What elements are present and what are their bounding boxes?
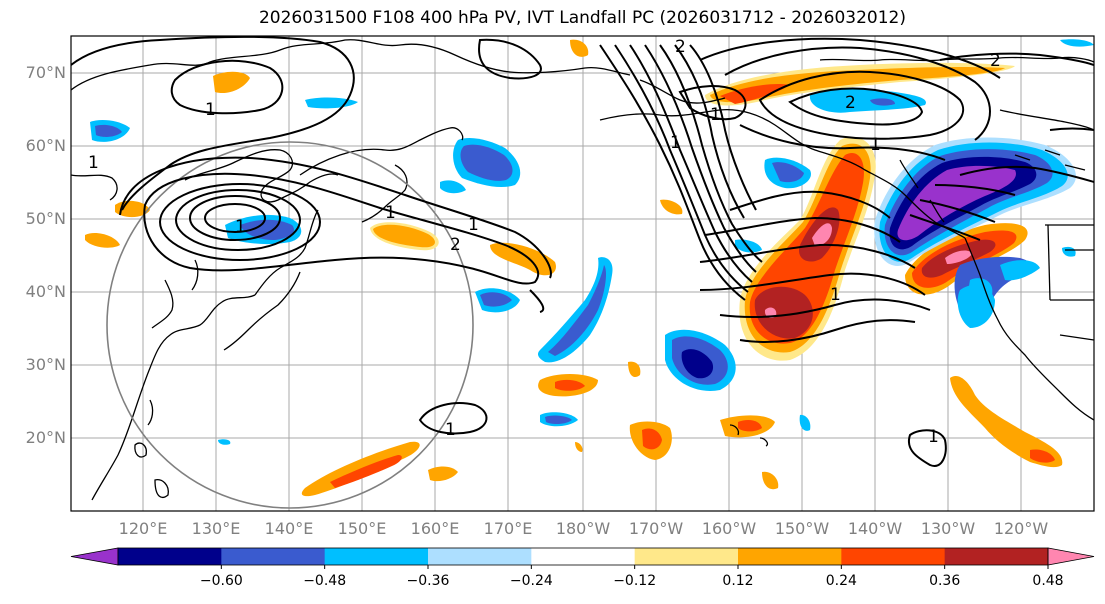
lat-label: 40°N [26, 282, 66, 301]
contour-labels: 1 1 1 1 2 2 2 2 1 1 1 1 1 1 1 [88, 37, 1001, 447]
contour-label: 2 [990, 51, 1001, 71]
map-title: 2026031500 F108 400 hPa PV, IVT Landfall… [258, 8, 906, 28]
negative-anomaly-japan-ridge [225, 214, 302, 245]
positive-anomaly-arctic [705, 62, 1015, 106]
colorbar-label: −0.60 [200, 573, 243, 589]
longitude-labels: 120°E 130°E 140°E 150°E 160°E 170°E 180°… [119, 519, 1049, 538]
contour-label: 2 [450, 235, 461, 255]
lat-label: 30°N [26, 355, 66, 374]
colorbar-segment [221, 548, 326, 565]
colorbar-segment [531, 548, 636, 565]
contour-label: 1 [710, 105, 721, 125]
positive-anomaly-japan-east [85, 39, 683, 276]
lon-label: 180°W [556, 519, 611, 538]
lon-label: 170°E [484, 519, 533, 538]
colorbar: −0.60 −0.48 −0.36 −0.24 −0.12 0.12 0.24 0.36 0.4… [70, 547, 1095, 589]
colorbar-segment [634, 548, 739, 565]
colorbar-min-extend [70, 547, 119, 566]
lon-label: 160°W [702, 519, 757, 538]
contour-label: 1 [670, 133, 681, 153]
contour-label: 1 [445, 420, 456, 440]
contour-label: 1 [468, 215, 479, 235]
colorbar-frame [117, 547, 1049, 566]
colorbar-segment [738, 548, 842, 565]
colorbar-label: −0.12 [613, 573, 656, 589]
colorbar-label: −0.48 [303, 573, 346, 589]
lat-label: 20°N [26, 428, 66, 447]
latitude-labels: 70°N 60°N 50°N 40°N 30°N 20°N [26, 63, 66, 447]
landfall-circle [106, 141, 474, 509]
lon-label: 130°W [921, 519, 976, 538]
contour-label: 2 [845, 93, 856, 113]
lon-label: 170°W [629, 519, 684, 538]
contour-label: 1 [385, 203, 396, 223]
lon-label: 150°W [775, 519, 830, 538]
lat-label: 50°N [26, 209, 66, 228]
colorbar-segment [841, 548, 946, 565]
coastlines [71, 39, 1094, 501]
colorbar-label: 0.12 [722, 573, 753, 589]
contour-label: 1 [205, 100, 216, 120]
contour-label: 1 [830, 285, 841, 305]
negative-anomaly-pacific [90, 39, 1094, 445]
lat-label: 70°N [26, 63, 66, 82]
colorbar-label: −0.24 [510, 573, 553, 589]
colorbar-segment [428, 548, 532, 565]
contour-label: 1 [928, 427, 939, 447]
positive-anomaly-subtropics [301, 361, 1063, 497]
contour-label: 1 [235, 217, 246, 237]
contour-label: 1 [870, 135, 881, 155]
gridlines [71, 36, 1094, 511]
colorbar-label: 0.24 [826, 573, 857, 589]
lon-label: 120°E [119, 519, 168, 538]
lat-label: 60°N [26, 136, 66, 155]
colorbar-label: 0.48 [1032, 573, 1063, 589]
lon-label: 140°E [265, 519, 314, 538]
lon-label: 120°W [994, 519, 1049, 538]
colorbar-label: 0.36 [929, 573, 960, 589]
lon-label: 130°E [192, 519, 241, 538]
lon-label: 150°E [338, 519, 387, 538]
contour-label: 1 [88, 153, 99, 173]
map-frame [70, 35, 1095, 512]
positive-anomaly-bc-coast [905, 223, 1028, 295]
colorbar-max-extend [1047, 547, 1095, 566]
ivt-contours [71, 36, 1094, 467]
contour-label: 2 [675, 37, 686, 57]
lon-label: 140°W [848, 519, 903, 538]
colorbar-segment [944, 548, 1049, 565]
colorbar-segment [118, 548, 222, 565]
lon-label: 160°E [411, 519, 460, 538]
colorbar-segment [324, 548, 429, 565]
colorbar-label: −0.36 [407, 573, 450, 589]
